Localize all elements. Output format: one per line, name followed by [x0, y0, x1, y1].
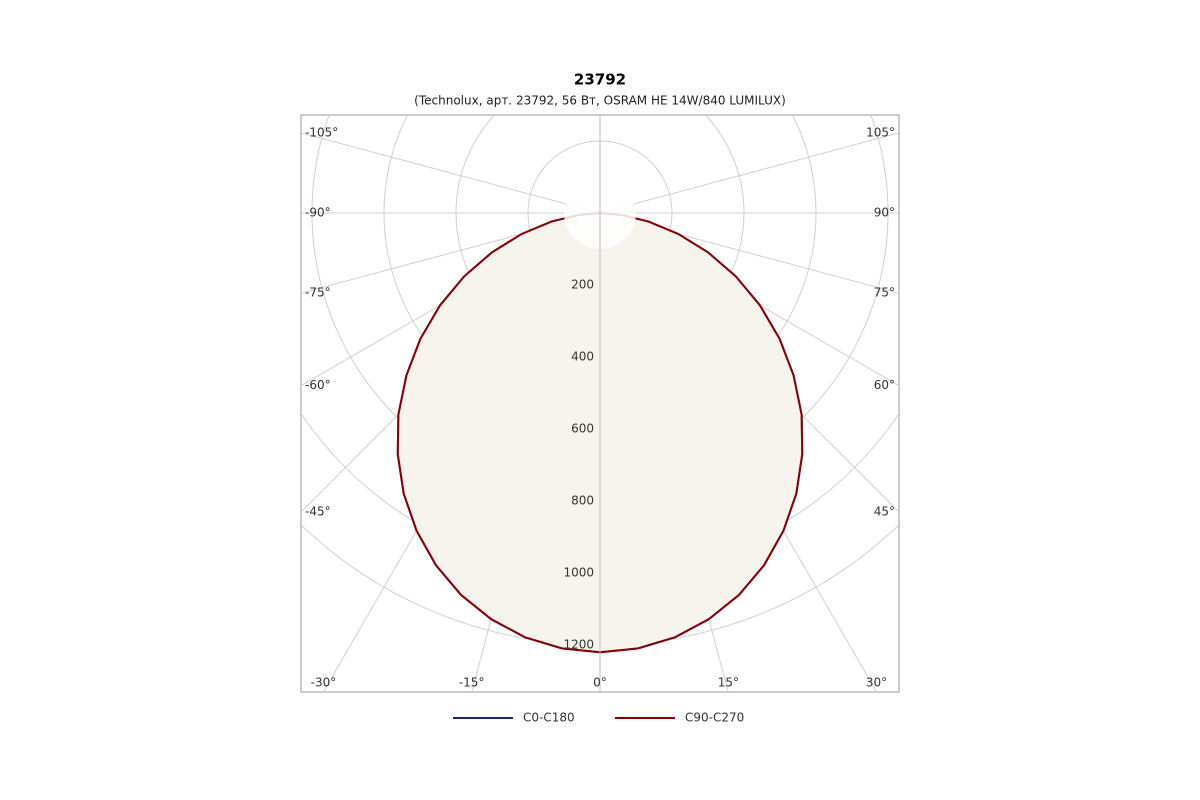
angle-tick-label: 90°: [874, 206, 895, 220]
plot: [301, 115, 899, 692]
angle-tick-label: 15°: [718, 676, 739, 690]
r-tick-label: 200: [571, 278, 594, 292]
legend-label: C90-C270: [685, 711, 744, 725]
angle-tick-label: -15°: [459, 676, 485, 690]
chart-subtitle: (Technolux, арт. 23792, 56 Вт, OSRAM HE …: [414, 94, 786, 108]
r-tick-label: 1000: [563, 566, 594, 580]
legend-label: C0-C180: [523, 711, 575, 725]
angle-tick-label: 105°: [866, 125, 895, 139]
angle-tick-label: -45°: [305, 505, 331, 519]
r-tick-label: 800: [571, 494, 594, 508]
angle-tick-label: -90°: [305, 206, 331, 220]
angle-tick-label: 0°: [593, 676, 607, 690]
angle-tick-label: -30°: [311, 676, 337, 690]
angle-tick-label: 75°: [874, 286, 895, 300]
grid-ray: [599, 132, 899, 214]
grid-ray: [301, 132, 601, 214]
angle-tick-label: 60°: [874, 378, 895, 392]
angle-tick-label: 30°: [866, 676, 887, 690]
angle-tick-label: 45°: [874, 505, 895, 519]
r-tick-label: 400: [571, 350, 594, 364]
angle-tick-label: -75°: [305, 286, 331, 300]
r-tick-label: 600: [571, 422, 594, 436]
angle-tick-label: -105°: [305, 125, 338, 139]
chart-title: 23792: [574, 71, 626, 89]
r-tick-label: 1200: [563, 638, 594, 652]
angle-tick-label: -60°: [305, 378, 331, 392]
